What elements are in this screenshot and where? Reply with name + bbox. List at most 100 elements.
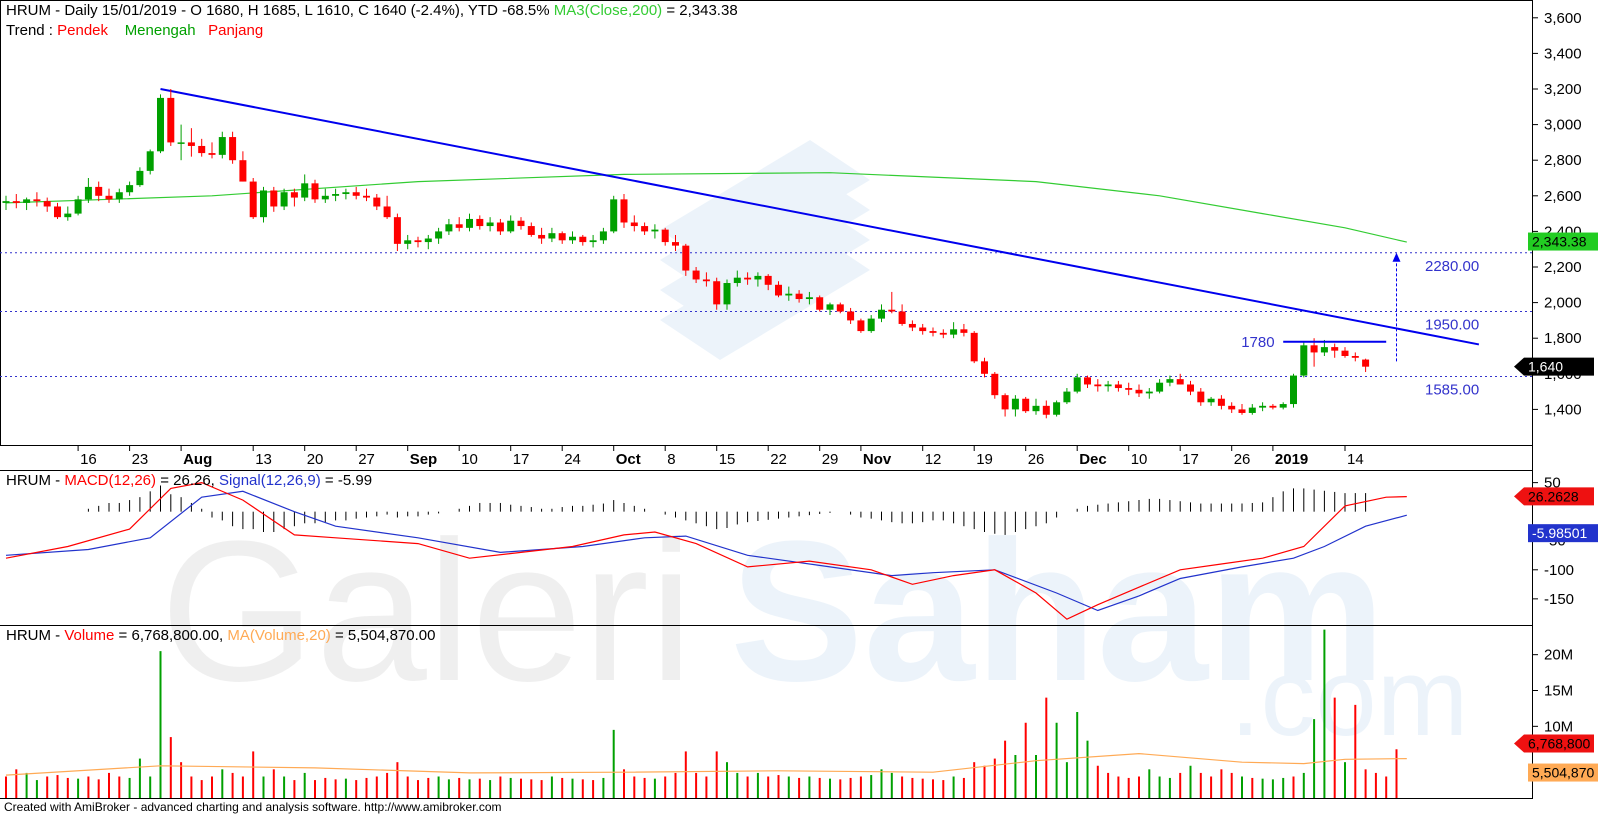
- candle-body-4: [43, 201, 51, 207]
- level-label-1: 1950.00: [1425, 317, 1479, 334]
- candle-body-124: [1279, 404, 1287, 408]
- candle-body-7: [74, 199, 82, 214]
- macd-tick-label-0: 50: [1544, 475, 1561, 492]
- candle-body-105: [1084, 377, 1091, 385]
- signal-value-badge: -5.98501: [1532, 525, 1587, 541]
- candle-body-30: [311, 183, 319, 200]
- candle-body-65: [672, 242, 679, 246]
- candle-body-27: [280, 192, 288, 207]
- candle-body-43: [445, 224, 453, 232]
- candle-body-9: [95, 186, 103, 196]
- candle-body-120: [1238, 409, 1246, 413]
- level-label-0: 2280.00: [1425, 258, 1479, 275]
- date-label-14: 29: [822, 451, 839, 468]
- price-tick-label-1: 3,400: [1544, 45, 1582, 62]
- volume-tick-label-0: 20M: [1544, 647, 1573, 664]
- volume-value-badge: 6,768,800: [1528, 735, 1590, 751]
- candle-body-38: [393, 217, 401, 244]
- price-badges: 2,343.38 1,640: [1514, 232, 1598, 376]
- candle-body-5: [54, 206, 61, 218]
- price-axis: 3,6003,4003,2003,0002,8002,6002,4002,200…: [1532, 10, 1582, 418]
- candle-body-84: [867, 318, 875, 332]
- candle-body-87: [898, 311, 906, 324]
- candle-body-72: [744, 277, 752, 280]
- candle-body-45: [466, 218, 473, 228]
- date-label-3: 13: [255, 451, 272, 468]
- candle-body-83: [857, 320, 865, 332]
- macd-label: MACD(12,26): [64, 472, 157, 489]
- trend-header: Trend : Pendek Menengah Panjang: [6, 22, 263, 39]
- ma-value-badge: 2,343.38: [1532, 234, 1587, 250]
- candle-body-21: [218, 137, 226, 155]
- candle-body-33: [342, 192, 350, 195]
- volume-value-badge-bg: [1514, 734, 1594, 753]
- candle-body-130: [1341, 350, 1349, 356]
- candle-body-98: [1011, 398, 1019, 410]
- last-price-badge: 1,640: [1528, 359, 1563, 375]
- candle-body-79: [816, 297, 824, 310]
- candle-body-82: [847, 311, 855, 321]
- signal-value-badge-bg: [1528, 524, 1598, 543]
- candle-body-128: [1320, 347, 1328, 353]
- candle-body-51: [527, 226, 535, 235]
- date-label-4: 20: [307, 451, 324, 468]
- candle-body-119: [1228, 405, 1236, 410]
- target-arrow-head: [1392, 252, 1401, 262]
- candle-body-25: [260, 190, 267, 218]
- candle-body-118: [1217, 398, 1225, 406]
- candle-body-54: [558, 233, 566, 241]
- volume-value: = 6,768,800.00,: [118, 627, 224, 644]
- candle-body-121: [1248, 407, 1256, 413]
- macd-histogram: [87, 485, 1367, 535]
- macd-value: = 26.26,: [160, 472, 215, 489]
- candle-body-0: [2, 201, 10, 203]
- candle-body-18: [187, 142, 195, 146]
- candlesticks: [2, 89, 1370, 419]
- candle-body-41: [424, 238, 432, 243]
- candle-body-63: [651, 229, 659, 232]
- volume-label: Volume: [64, 627, 115, 644]
- candle-body-91: [939, 332, 947, 335]
- candle-body-74: [764, 275, 772, 285]
- trend-label: Trend :: [6, 22, 53, 39]
- candle-body-52: [538, 234, 546, 239]
- price-tick-label-7: 2,200: [1544, 259, 1582, 276]
- volume-ma-polyline: [5, 752, 1407, 776]
- candle-body-59: [610, 199, 618, 232]
- date-label-11: 8: [667, 451, 675, 468]
- date-label-19: Dec: [1079, 451, 1107, 468]
- candle-body-1: [12, 201, 20, 203]
- date-label-6: Sep: [410, 451, 438, 468]
- candle-body-64: [661, 229, 669, 243]
- candle-body-77: [795, 293, 803, 300]
- candle-body-62: [641, 226, 649, 232]
- price-header-text: HRUM - Daily 15/01/2019 - O 1680, H 1685…: [6, 2, 550, 19]
- signal-line: [5, 490, 1407, 612]
- candle-body-97: [1001, 395, 1009, 410]
- date-label-20: 10: [1131, 451, 1148, 468]
- price-tick-label-8: 2,000: [1544, 295, 1582, 312]
- downtrend-line: [160, 88, 1480, 346]
- candle-body-42: [435, 231, 443, 239]
- volume-header-prefix: HRUM -: [6, 627, 61, 644]
- candle-body-117: [1207, 398, 1215, 403]
- macd-value-badge-bg: [1514, 487, 1594, 506]
- candle-body-10: [105, 195, 113, 200]
- candle-body-36: [373, 197, 381, 207]
- price-levels: 2280.00 1950.00 1585.00: [0, 252, 1532, 398]
- date-label-9: 24: [564, 451, 581, 468]
- candle-body-109: [1125, 388, 1133, 390]
- candle-body-90: [929, 331, 937, 333]
- candle-body-29: [301, 183, 309, 198]
- candle-body-107: [1104, 384, 1112, 387]
- price-tick-label-0: 3,600: [1544, 10, 1582, 27]
- candle-body-53: [548, 233, 556, 239]
- volume-badges: 6,768,800 5,504,870: [1514, 734, 1598, 782]
- candle-body-85: [878, 309, 885, 319]
- candle-body-23: [239, 160, 247, 182]
- candle-body-69: [713, 281, 721, 305]
- panel-frames: [0, 0, 1533, 799]
- candle-body-57: [589, 240, 597, 243]
- candle-body-24: [249, 181, 257, 218]
